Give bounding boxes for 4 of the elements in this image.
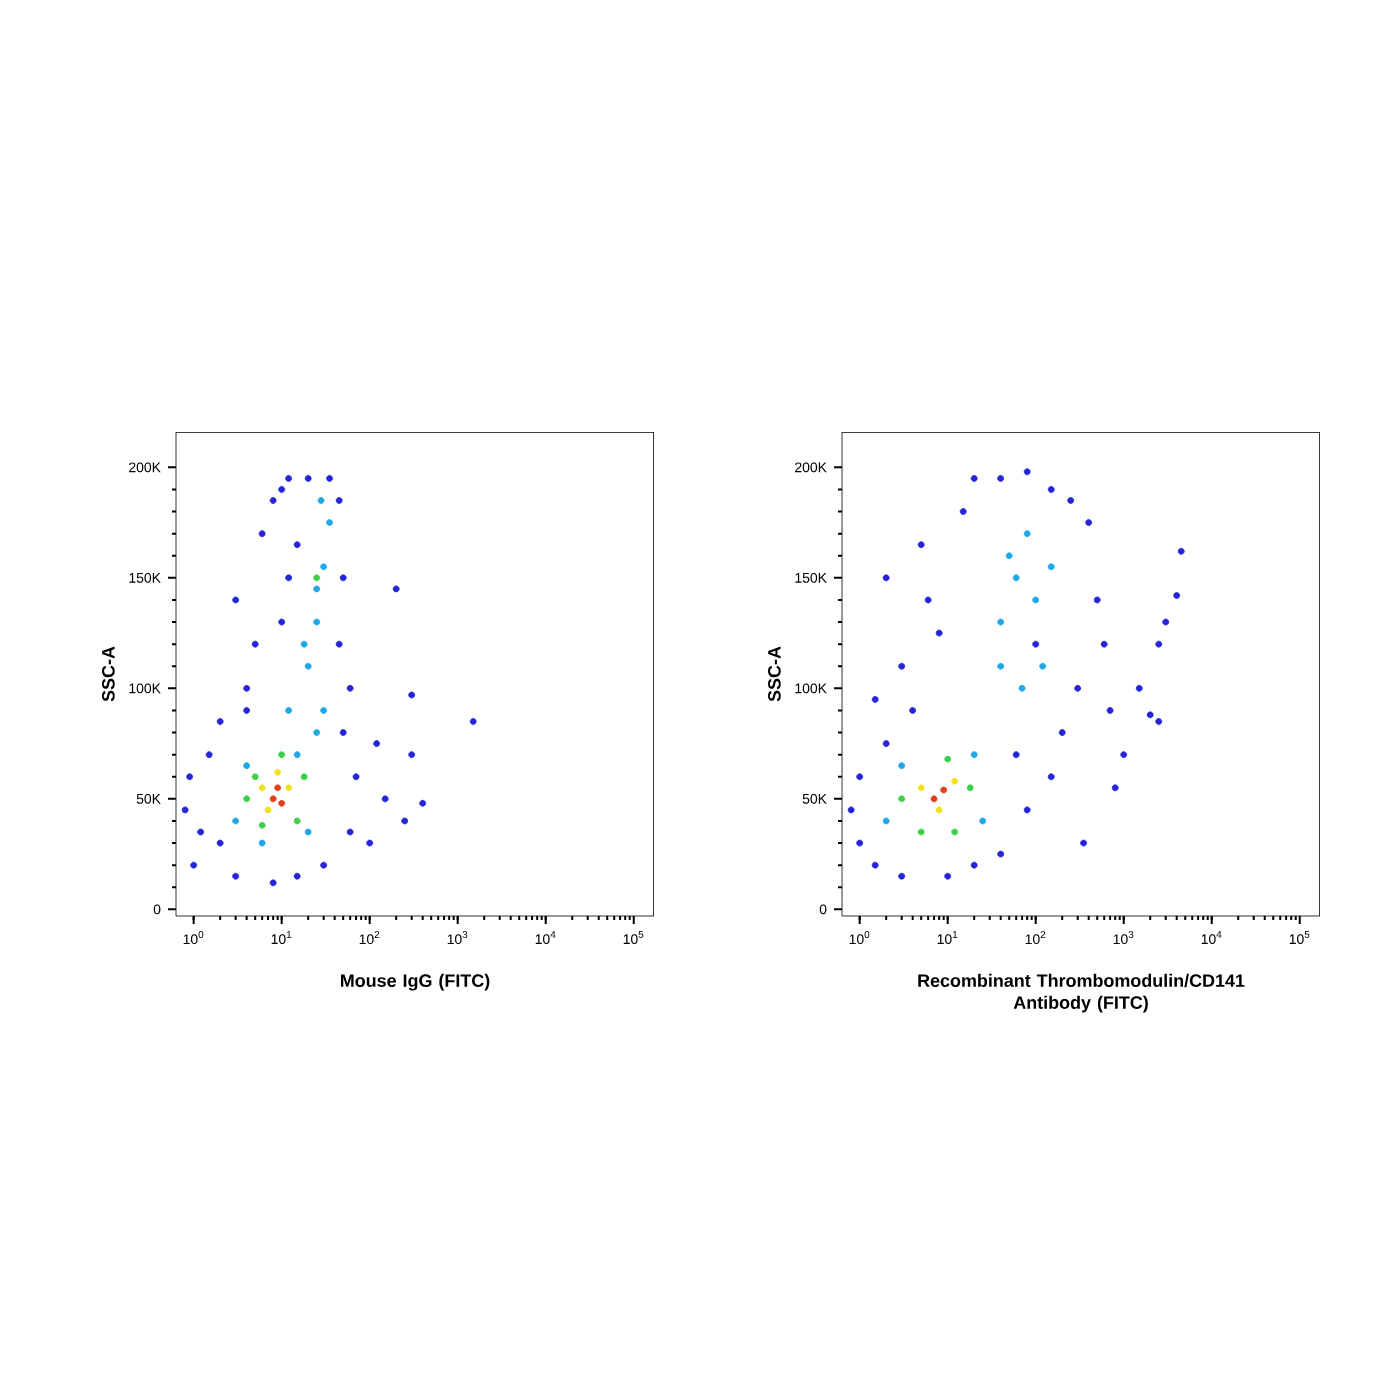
- y-axis-title: SSC-A: [102, 646, 115, 702]
- y-axis-title: SSC-A: [768, 646, 781, 702]
- x-axis-title: Mouse IgG (FITC): [340, 973, 490, 991]
- x-axis-title: Recombinant Thrombomodulin/CD141 Antibody (FITC): [918, 973, 1245, 1013]
